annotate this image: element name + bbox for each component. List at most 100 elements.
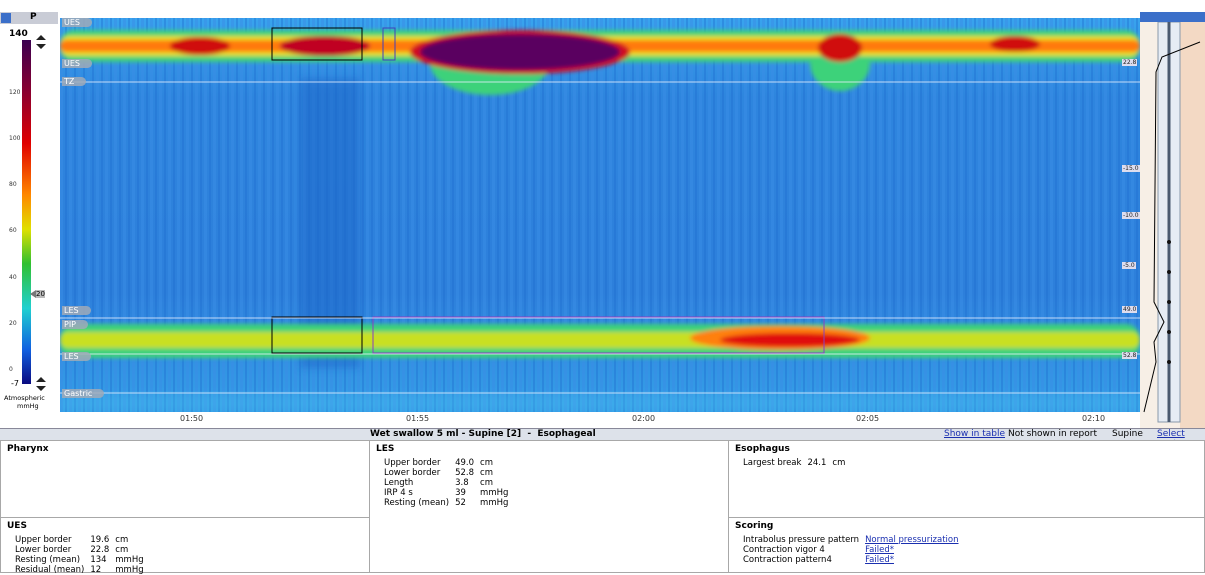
metric-cell: cm xyxy=(480,478,514,488)
metric-cell: Failed* xyxy=(865,545,964,555)
panel-title: Esophagus xyxy=(735,444,1198,454)
metric-cell: 12 xyxy=(90,565,115,575)
depth-label: -5.0 xyxy=(1122,262,1136,269)
metric-cell: Length xyxy=(384,478,455,488)
metric-cell: Lower border xyxy=(15,545,90,555)
title: Wet swallow 5 ml - Supine [2] - Esophage… xyxy=(370,429,596,439)
time-label: 01:50 xyxy=(180,414,203,423)
metric-cell: cm xyxy=(480,468,514,478)
score-link[interactable]: Failed* xyxy=(865,555,894,565)
time-label: 02:10 xyxy=(1082,414,1105,423)
depth-label: -10.0 xyxy=(1122,212,1140,219)
metric-cell: Contraction vigor 4 xyxy=(743,545,865,555)
catheter-panel xyxy=(1140,12,1205,428)
report-status: Not shown in report xyxy=(1008,429,1097,439)
metric-cell: cm xyxy=(115,545,149,555)
scale-tick: 40 xyxy=(9,274,17,281)
depth-label: 22.8 xyxy=(1122,59,1137,66)
toolbar: P xyxy=(0,12,58,24)
metric-cell: Contraction pattern4 xyxy=(743,555,865,565)
panel-title: UES xyxy=(7,521,363,531)
time-label: 02:00 xyxy=(632,414,655,423)
unit: mmHg xyxy=(17,402,39,410)
page: P 140120100806040200-720AtmosphericmmHg … xyxy=(0,0,1205,573)
metric-cell: 39 xyxy=(455,488,480,498)
score-link[interactable]: Failed* xyxy=(865,545,894,555)
reference: Atmospheric xyxy=(4,394,45,402)
depth-label: 52.8 xyxy=(1122,352,1137,359)
metric-cell: Upper border xyxy=(15,535,90,545)
region-label: UES xyxy=(62,59,92,68)
metric-cell: 52 xyxy=(455,498,480,508)
metric-cell: Resting (mean) xyxy=(15,555,90,565)
metric-cell: Intrabolus pressure pattern xyxy=(743,535,865,545)
metric-cell: Largest break xyxy=(743,458,807,468)
score-link[interactable]: Normal pressurization xyxy=(865,535,958,545)
scale-tick: 20 xyxy=(9,320,17,327)
region-label: LES xyxy=(62,352,91,361)
metric-cell: 49.0 xyxy=(455,458,480,468)
threshold-marker: 20 xyxy=(36,290,45,298)
position: Supine xyxy=(1112,429,1143,439)
metric-cell: cm xyxy=(832,458,851,468)
panel-title: Pharynx xyxy=(7,444,363,454)
region-label: UES xyxy=(62,18,92,27)
toolbar-label: P xyxy=(30,12,37,22)
region-label: TZ xyxy=(62,77,86,86)
metric-cell: mmHg xyxy=(480,498,514,508)
metric-cell: mmHg xyxy=(480,488,514,498)
metric-cell: Resting (mean) xyxy=(384,498,455,508)
metric-cell: cm xyxy=(115,535,149,545)
region-label: PIP xyxy=(62,320,88,329)
region-label: Gastric xyxy=(62,389,104,398)
metric-cell: 24.1 xyxy=(807,458,832,468)
metric-cell: 52.8 xyxy=(455,468,480,478)
metric-cell: Normal pressurization xyxy=(865,535,964,545)
scale-max: 140 xyxy=(9,29,28,39)
depth-label: 49.0 xyxy=(1122,306,1137,313)
metric-cell: Lower border xyxy=(384,468,455,478)
metric-cell: mmHg xyxy=(115,555,149,565)
pressure-plot xyxy=(60,18,1140,428)
metric-cell: cm xyxy=(480,458,514,468)
metric-cell: 22.8 xyxy=(90,545,115,555)
panel-title: LES xyxy=(376,444,722,454)
scale-tick: 80 xyxy=(9,181,17,188)
metric-cell: Failed* xyxy=(865,555,964,565)
collapse-button[interactable] xyxy=(1,13,11,23)
region-label: LES xyxy=(62,306,91,315)
scale-tick: 0 xyxy=(9,366,13,373)
time-label: 02:05 xyxy=(856,414,879,423)
metric-cell: IRP 4 s xyxy=(384,488,455,498)
pharynx-panel: Pharynx xyxy=(0,440,370,518)
metric-cell: Upper border xyxy=(384,458,455,468)
panel-title: Scoring xyxy=(735,521,1198,531)
metric-cell: mmHg xyxy=(115,565,149,575)
color-bar xyxy=(22,40,31,384)
show-in-table[interactable]: Show in table xyxy=(944,429,1005,439)
scale-tick: 100 xyxy=(9,135,20,142)
time-label: 01:55 xyxy=(406,414,429,423)
metric-cell: Residual (mean) xyxy=(15,565,90,575)
scale-tick: 120 xyxy=(9,89,20,96)
metric-cell: 134 xyxy=(90,555,115,565)
